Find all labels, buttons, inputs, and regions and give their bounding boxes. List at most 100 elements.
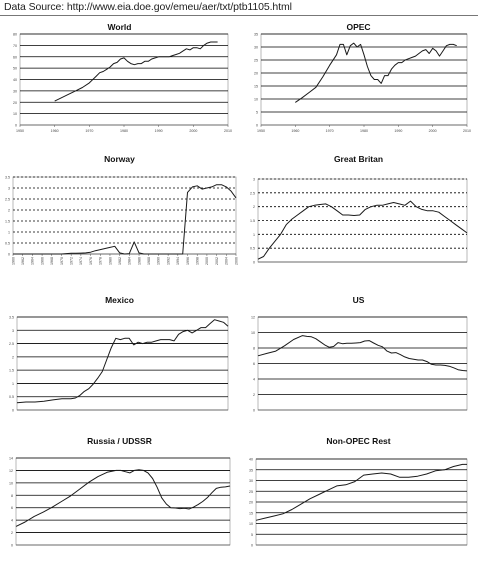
y-tick-label: 3.5 — [9, 316, 14, 320]
y-tick-label: 0 — [12, 409, 14, 413]
x-tick-label: 1974 — [79, 257, 83, 265]
y-tick-label: 80 — [13, 33, 17, 37]
y-tick-label: 5 — [256, 111, 258, 115]
y-tick-label: 15 — [254, 85, 258, 89]
x-tick-label: 1994 — [176, 257, 180, 265]
chart-panel-great-britain: Great Britan 0 0.5 1 1.5 2 2.5 3 — [239, 150, 478, 290]
x-tick-label: 1984 — [128, 257, 132, 265]
y-tick-label: 40 — [249, 458, 253, 462]
chart-panel-us: US 0 2 4 6 8 10 12 — [239, 290, 478, 430]
y-tick-label: 25 — [249, 490, 253, 494]
y-tick-label: 1 — [12, 382, 14, 386]
y-tick-label: 0.5 — [250, 247, 255, 251]
x-tick-label: 1986 — [137, 257, 141, 265]
plot-frame — [260, 33, 468, 126]
y-tick-label: 2 — [12, 355, 14, 359]
x-tick-label: 2000 — [189, 129, 197, 133]
y-tick-label: 0.5 — [9, 395, 14, 399]
x-tick-label: 2002 — [215, 257, 219, 265]
x-tick-label: 1990 — [394, 129, 402, 133]
x-tick-label: 2010 — [224, 129, 232, 133]
x-tick-label: 1960 — [51, 129, 59, 133]
chart-non-opec-rest: 0 5 10 15 20 25 30 35 40 — [249, 458, 468, 548]
y-tick-label: 1 — [8, 231, 10, 235]
y-tick-label: 0 — [11, 544, 13, 548]
x-tick-label: 2000 — [429, 129, 437, 133]
y-tick-label: 10 — [13, 112, 17, 116]
x-tick-label: 2010 — [463, 129, 471, 133]
y-tick-label: 1.5 — [5, 220, 10, 224]
x-tick-label: 1960 — [291, 129, 299, 133]
y-tick-label: 0 — [251, 544, 253, 548]
y-tick-label: 25 — [254, 59, 258, 63]
x-tick-label: 1990 — [155, 129, 163, 133]
chart-panel-opec: OPEC 0 5 10 15 20 25 30 35 1950 1960 1970 1980 1990 2… — [239, 20, 478, 160]
chart-us: 0 2 4 6 8 10 12 — [251, 316, 468, 413]
chart-title: Mexico — [105, 295, 134, 305]
y-tick-label: 70 — [13, 44, 17, 48]
series-line — [295, 42, 457, 103]
y-tick-label: 0 — [253, 261, 255, 265]
y-tick-label: 30 — [13, 89, 17, 93]
y-tick-label: 2 — [8, 209, 10, 213]
y-tick-label: 12 — [251, 316, 255, 320]
y-tick-label: 4 — [11, 519, 13, 523]
y-tick-label: 20 — [13, 101, 17, 105]
y-tick-label: 35 — [249, 468, 253, 472]
y-tick-label: 15 — [249, 511, 253, 515]
x-tick-label: 1962 — [21, 257, 25, 265]
chart-title: Norway — [104, 154, 135, 164]
y-tick-label: 5 — [251, 533, 253, 537]
x-tick-label: 2006 — [234, 257, 238, 265]
chart-panel-mexico: Mexico 0 0.5 1 1.5 2 2.5 3 3.5 — [0, 290, 239, 430]
y-tick-label: 10 — [249, 522, 253, 526]
x-tick-label: 1972 — [69, 257, 73, 265]
x-tick-label: 1980 — [120, 129, 128, 133]
x-tick-label: 1950 — [257, 129, 265, 133]
y-tick-label: 2.5 — [250, 191, 255, 195]
chart-great-britain: 0 0.5 1 1.5 2 2.5 3 — [250, 178, 468, 265]
y-tick-label: 2.5 — [9, 342, 14, 346]
y-tick-label: 8 — [11, 494, 13, 498]
chart-mexico: 0 0.5 1 1.5 2 2.5 3 3.5 — [9, 316, 229, 413]
x-tick-label: 1980 — [108, 257, 112, 265]
y-tick-label: 12 — [9, 469, 13, 473]
y-tick-label: 2.5 — [5, 198, 10, 202]
y-tick-label: 4 — [253, 378, 255, 382]
x-tick-label: 1982 — [118, 257, 122, 265]
y-tick-label: 20 — [249, 501, 253, 505]
y-tick-label: 2 — [253, 205, 255, 209]
y-tick-label: 8 — [253, 347, 255, 351]
y-tick-label: 50 — [13, 67, 17, 71]
x-tick-label: 1968 — [50, 257, 54, 265]
chart-title: Russia / UDSSR — [87, 436, 152, 446]
series-line — [257, 200, 468, 260]
y-tick-label: 0 — [256, 124, 258, 128]
x-tick-label: 1978 — [99, 257, 103, 265]
y-tick-label: 35 — [254, 33, 258, 37]
y-tick-label: 20 — [254, 72, 258, 76]
x-tick-label: 1992 — [166, 257, 170, 265]
x-tick-label: 2004 — [225, 257, 229, 265]
y-tick-label: 10 — [254, 98, 258, 102]
y-tick-label: 3 — [253, 178, 255, 182]
x-tick-label: 1970 — [326, 129, 334, 133]
y-tick-label: 30 — [254, 46, 258, 50]
x-tick-label: 1960 — [11, 257, 15, 265]
x-tick-label: 1980 — [360, 129, 368, 133]
x-tick-label: 1998 — [196, 257, 200, 265]
header-divider — [0, 15, 478, 16]
y-tick-label: 40 — [13, 78, 17, 82]
y-tick-label: 1.5 — [9, 369, 14, 373]
y-tick-label: 3 — [8, 187, 10, 191]
y-tick-label: 60 — [13, 55, 17, 59]
series-line — [13, 184, 237, 255]
y-tick-label: 0 — [15, 124, 17, 128]
x-tick-label: 1988 — [147, 257, 151, 265]
x-tick-label: 1950 — [16, 129, 24, 133]
chart-world: 0 10 20 30 40 50 60 70 80 1950 1960 1970 1980 1990 200… — [13, 33, 232, 134]
series-line — [16, 319, 229, 404]
chart-title: Non-OPEC Rest — [326, 436, 391, 446]
y-tick-label: 14 — [9, 457, 13, 461]
chart-title: Great Britan — [333, 154, 384, 164]
